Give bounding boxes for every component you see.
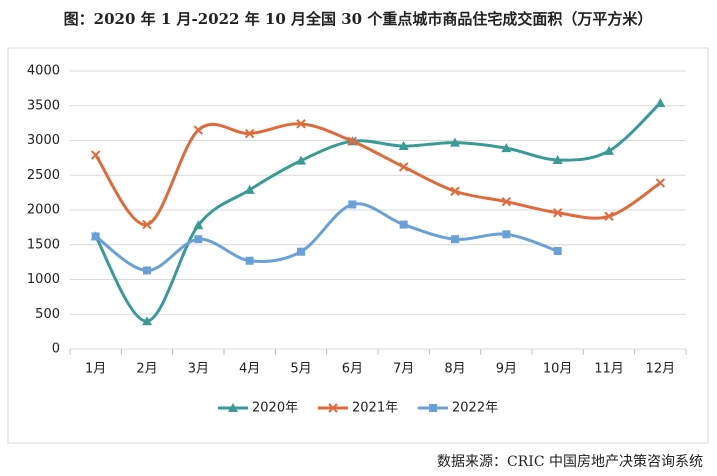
point: [399, 220, 408, 229]
x-tick-label: 9月: [496, 362, 517, 377]
point: [194, 235, 203, 244]
point: [429, 404, 437, 412]
y-tick-label: 2000: [27, 203, 60, 218]
source: 数据来源：CRIC 中国房地产决策咨询系统: [437, 453, 703, 470]
point: [655, 97, 666, 107]
point: [244, 128, 255, 139]
x-tick-label: 2月: [136, 362, 157, 377]
x-tick-label: 1月: [85, 362, 106, 377]
point: [244, 184, 255, 194]
point: [142, 219, 152, 230]
legend-label: 2022年: [452, 401, 498, 416]
point: [398, 141, 409, 151]
y-tick-label: 4000: [27, 64, 60, 79]
chart-frame: [7, 47, 709, 444]
point: [604, 145, 614, 155]
x-tick-label: 10月: [543, 362, 573, 377]
series-line: [94, 202, 559, 272]
point: [604, 211, 614, 221]
y-tick-label: 500: [35, 307, 60, 322]
point: [450, 137, 460, 147]
x-tick-label: 5月: [290, 362, 311, 377]
x-tick-label: 12月: [646, 362, 676, 377]
x-tick-label: 8月: [444, 362, 465, 377]
point: [143, 266, 151, 275]
point: [193, 125, 204, 135]
y-tick-label: 0: [52, 342, 60, 357]
x-tick-label: 6月: [342, 362, 363, 377]
point: [347, 136, 358, 146]
point: [502, 230, 511, 239]
x-tick-label: 11月: [594, 362, 624, 377]
x-tick-label: 7月: [393, 362, 414, 377]
y-tick-label: 3000: [27, 133, 60, 148]
point: [450, 186, 460, 196]
x-tick-label: 3月: [188, 362, 209, 377]
point: [90, 150, 101, 160]
point: [245, 256, 254, 265]
point: [553, 247, 562, 256]
point: [552, 154, 563, 164]
point: [552, 208, 563, 218]
point: [296, 155, 306, 165]
legend-label: 2020年: [252, 401, 298, 416]
chart-title: 图：2020 年 1 月-2022 年 10 月全国 30 个重点城市商品住宅成…: [64, 10, 653, 28]
point: [228, 403, 238, 412]
point: [328, 403, 338, 413]
y-tick-label: 3500: [27, 98, 60, 113]
point: [142, 316, 152, 326]
point: [297, 247, 305, 256]
point: [91, 232, 100, 241]
point: [296, 119, 306, 129]
legend-label: 2021年: [352, 401, 398, 416]
point: [348, 200, 357, 209]
point: [501, 196, 512, 207]
point: [193, 220, 204, 230]
point: [655, 178, 666, 188]
point: [451, 235, 459, 244]
y-tick-label: 1500: [27, 237, 60, 252]
y-tick-label: 2500: [27, 168, 60, 183]
point: [501, 143, 512, 153]
x-tick-label: 4月: [239, 362, 260, 377]
point: [398, 162, 409, 172]
y-tick-label: 1000: [27, 272, 60, 287]
